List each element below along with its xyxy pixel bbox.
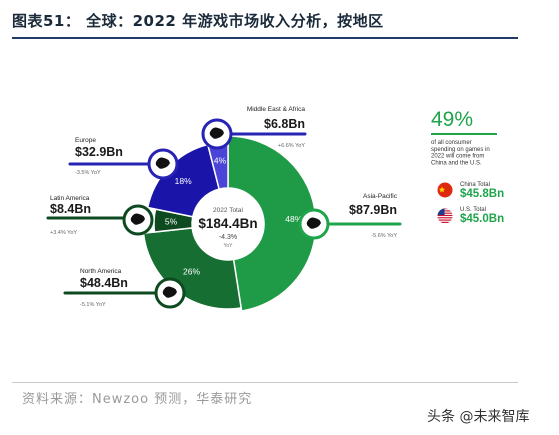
region-name: Asia-Pacific — [363, 193, 398, 200]
region-value: $32.9Bn — [75, 145, 123, 159]
region-yoy: +6.6% YoY — [278, 143, 305, 149]
slice-share-label: 5% — [165, 216, 178, 226]
panel-description-line: China and the U.S. — [431, 160, 482, 166]
region-name: Europe — [75, 137, 96, 144]
china-total-value: $45.8Bn — [460, 188, 504, 200]
panel-description-line: 2022 will come from — [431, 154, 484, 160]
region-yoy: +3.4% YoY — [50, 230, 77, 236]
region-value: $87.9Bn — [349, 203, 397, 217]
north-america-map-icon — [154, 277, 186, 309]
center-change-unit: YoY — [224, 243, 234, 249]
center-change: -4.3% — [219, 234, 237, 241]
region-value: $8.4Bn — [50, 202, 91, 216]
region-name: North America — [80, 268, 122, 275]
slice-share-label: 26% — [183, 267, 200, 277]
slice-share-label: 4% — [214, 155, 227, 165]
center-label: 2022 Total — [213, 207, 243, 214]
region-name: Latin America — [50, 195, 90, 202]
slice-share-label: 18% — [175, 176, 192, 186]
asia-pacific-map-icon — [298, 208, 330, 240]
donut-chart: 48%26%5%18%4% 2022 Total $184.4Bn -4.3% … — [46, 106, 504, 312]
china-flag-icon — [437, 182, 453, 198]
us-total-value: $45.0Bn — [460, 213, 504, 225]
europe-map-icon — [147, 148, 179, 180]
panel-description-line: spending on games in — [431, 147, 490, 153]
region-name: Middle East & Africa — [247, 106, 306, 113]
slice-share-label: 48% — [285, 214, 302, 224]
page-title: 图表51： 全球：2022 年游戏市场收入分析，按地区 — [12, 12, 384, 30]
region-yoy: -5.6% YoY — [371, 233, 397, 239]
region-yoy: -5.1% YoY — [80, 302, 106, 308]
center-value: $184.4Bn — [198, 216, 257, 231]
region-value: $6.8Bn — [264, 117, 305, 131]
slice-asia-pacific — [227, 135, 317, 312]
title-divider — [12, 37, 518, 39]
us-flag-icon — [437, 208, 453, 224]
panel-headline: 49% — [431, 108, 473, 131]
china-total-label: China Total — [460, 182, 490, 188]
source-note: 资料来源：Newzoo 预测，华泰研究 — [22, 392, 253, 407]
watermark: 头条 @未来智库 — [427, 409, 530, 425]
region-value: $48.4Bn — [80, 276, 128, 290]
latin-america-map-icon — [122, 204, 154, 236]
center-hole — [193, 189, 263, 259]
middle-east-africa-map-icon — [201, 118, 233, 150]
source-divider — [12, 382, 518, 383]
slice-north-america — [142, 227, 243, 310]
region-yoy: -3.5% YoY — [75, 170, 101, 176]
panel-description-line: of all consumer — [431, 140, 472, 146]
us-total-label: U.S. Total — [460, 207, 486, 213]
